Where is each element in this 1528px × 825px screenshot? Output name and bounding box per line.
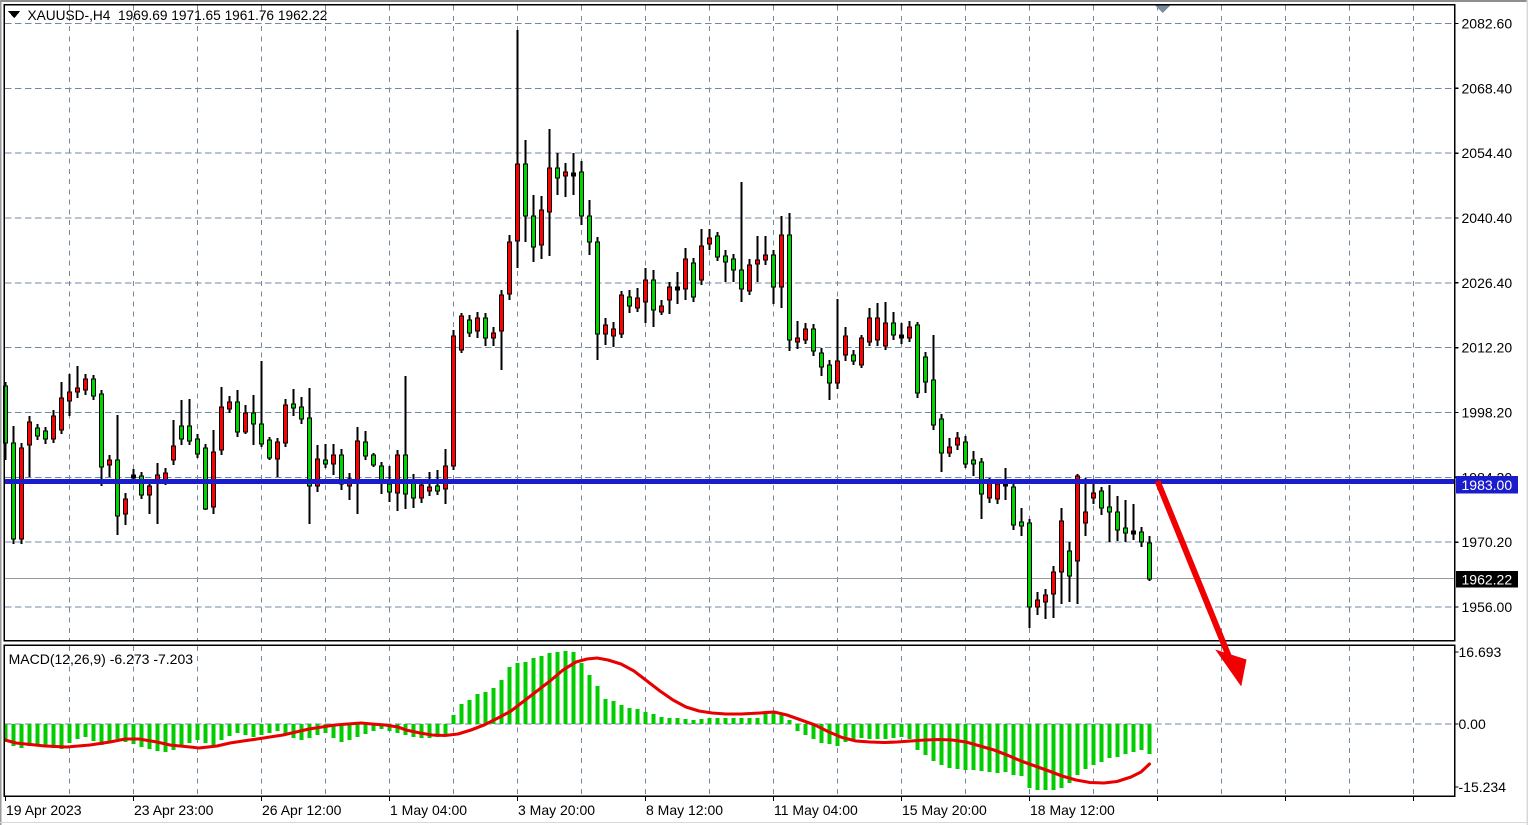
svg-text:2082.60: 2082.60: [1462, 16, 1513, 32]
svg-text:8 May 12:00: 8 May 12:00: [646, 802, 723, 818]
svg-text:0.00: 0.00: [1459, 716, 1486, 732]
svg-text:-15.234: -15.234: [1459, 779, 1507, 795]
svg-text:1962.22: 1962.22: [1462, 572, 1513, 588]
svg-text:XAUUSD-,H4 1969.69 1971.65 19: XAUUSD-,H4 1969.69 1971.65 1961.76 1962.…: [28, 8, 328, 23]
svg-text:1956.00: 1956.00: [1462, 599, 1513, 615]
svg-text:2054.40: 2054.40: [1462, 145, 1513, 161]
svg-text:1983.00: 1983.00: [1462, 477, 1513, 493]
svg-text:18 May 12:00: 18 May 12:00: [1030, 802, 1115, 818]
svg-text:15 May 20:00: 15 May 20:00: [902, 802, 987, 818]
svg-text:MACD(12,26,9) -6.273 -7.203: MACD(12,26,9) -6.273 -7.203: [9, 651, 194, 667]
svg-text:11 May 04:00: 11 May 04:00: [774, 802, 858, 818]
svg-text:2026.40: 2026.40: [1462, 275, 1513, 291]
svg-text:23 Apr 23:00: 23 Apr 23:00: [134, 802, 214, 818]
svg-text:2068.40: 2068.40: [1462, 80, 1513, 96]
svg-text:26 Apr 12:00: 26 Apr 12:00: [262, 802, 342, 818]
svg-text:1998.20: 1998.20: [1462, 405, 1513, 421]
svg-text:2012.20: 2012.20: [1462, 340, 1513, 356]
svg-text:1 May 04:00: 1 May 04:00: [390, 802, 467, 818]
svg-text:16.693: 16.693: [1459, 644, 1502, 660]
svg-text:2040.40: 2040.40: [1462, 210, 1513, 226]
svg-text:3 May 20:00: 3 May 20:00: [518, 802, 595, 818]
svg-text:1970.20: 1970.20: [1462, 534, 1513, 550]
svg-text:19 Apr 2023: 19 Apr 2023: [6, 802, 82, 818]
